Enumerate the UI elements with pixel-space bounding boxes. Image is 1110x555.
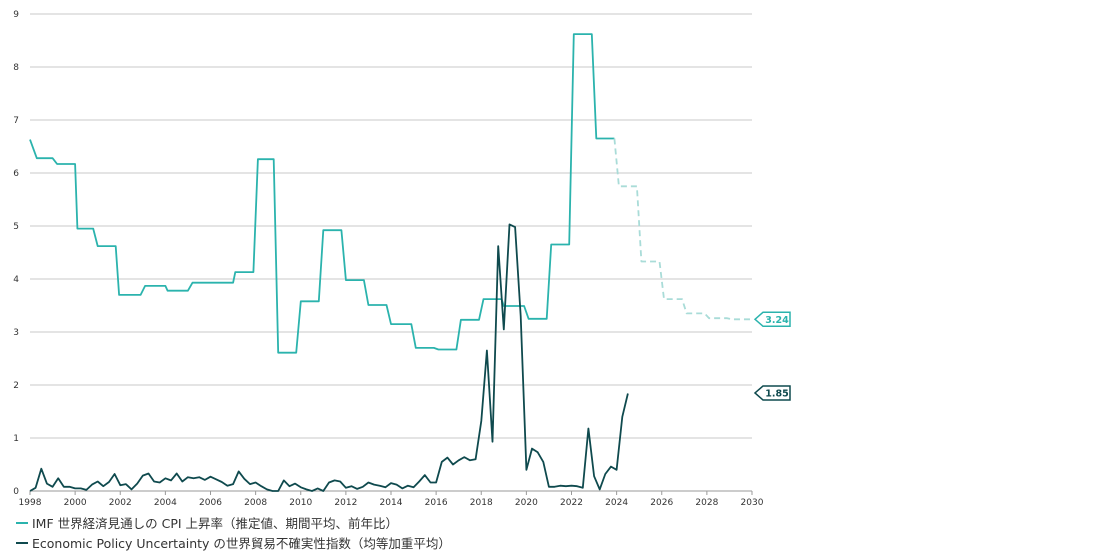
callout-label: 1.85 bbox=[765, 388, 788, 399]
y-tick-label: 1 bbox=[13, 434, 19, 444]
series-line-2 bbox=[29, 223, 629, 492]
legend-item-trade-uncertainty: Economic Policy Uncertainty の世界貿易不確実性指数（… bbox=[16, 533, 451, 552]
x-tick-label: 2002 bbox=[109, 498, 132, 508]
x-tick-label: 1998 bbox=[19, 498, 42, 508]
y-tick-label: 9 bbox=[13, 10, 19, 20]
x-tick-label: 2030 bbox=[741, 498, 764, 508]
callout-box bbox=[753, 385, 791, 401]
x-axis: 1998 2000 2002 2004 2006 2008 2010 2012 2014 2016… bbox=[19, 491, 764, 508]
y-tick-label: 5 bbox=[13, 222, 19, 232]
line-chart: 0 1 2 3 4 5 6 7 8 9 1998 2000 2002 2004 2006 2008 2010 2… bbox=[13, 10, 791, 508]
y-tick-label: 3 bbox=[13, 328, 19, 338]
x-tick-label: 2008 bbox=[244, 498, 267, 508]
x-tick-label: 2000 bbox=[64, 498, 87, 508]
x-tick-label: 2018 bbox=[470, 498, 493, 508]
legend-swatch-trade-uncertainty bbox=[16, 541, 28, 544]
x-tick-label: 2022 bbox=[560, 498, 583, 508]
x-tick-label: 2004 bbox=[154, 498, 177, 508]
series-line-1 bbox=[613, 138, 752, 321]
x-tick-label: 2028 bbox=[695, 498, 718, 508]
x-tick-label: 2026 bbox=[650, 498, 673, 508]
x-tick-label: 2006 bbox=[199, 498, 222, 508]
legend-label-cpi: IMF 世界経済見通しの CPI 上昇率（推定値、期間平均、前年比） bbox=[32, 516, 399, 531]
x-tick-label: 2016 bbox=[425, 498, 448, 508]
legend-item-cpi: IMF 世界経済見通しの CPI 上昇率（推定値、期間平均、前年比） bbox=[16, 513, 398, 532]
x-tick-label: 2012 bbox=[334, 498, 357, 508]
y-tick-label: 0 bbox=[13, 487, 19, 497]
y-tick-label: 8 bbox=[13, 63, 19, 73]
series-line-0 bbox=[29, 33, 615, 354]
y-tick-label: 4 bbox=[13, 275, 19, 285]
y-tick-label: 2 bbox=[13, 381, 19, 391]
x-tick-label: 2020 bbox=[515, 498, 538, 508]
x-tick-label: 2024 bbox=[605, 498, 628, 508]
legend-swatch-cpi bbox=[16, 521, 28, 524]
grid-lines bbox=[30, 13, 752, 492]
x-tick-label: 2010 bbox=[289, 498, 312, 508]
callout-label: 3.24 bbox=[765, 315, 789, 326]
y-tick-label: 7 bbox=[13, 116, 19, 126]
x-tick-label: 2014 bbox=[380, 498, 403, 508]
callout-layer: 3.24 1.85 bbox=[753, 311, 791, 401]
y-tick-label: 6 bbox=[13, 169, 19, 179]
series-layer bbox=[29, 33, 752, 492]
callout-box bbox=[753, 311, 791, 328]
y-axis: 0 1 2 3 4 5 6 7 8 9 bbox=[13, 10, 19, 497]
legend-label-trade-uncertainty: Economic Policy Uncertainty の世界貿易不確実性指数（… bbox=[32, 536, 451, 551]
